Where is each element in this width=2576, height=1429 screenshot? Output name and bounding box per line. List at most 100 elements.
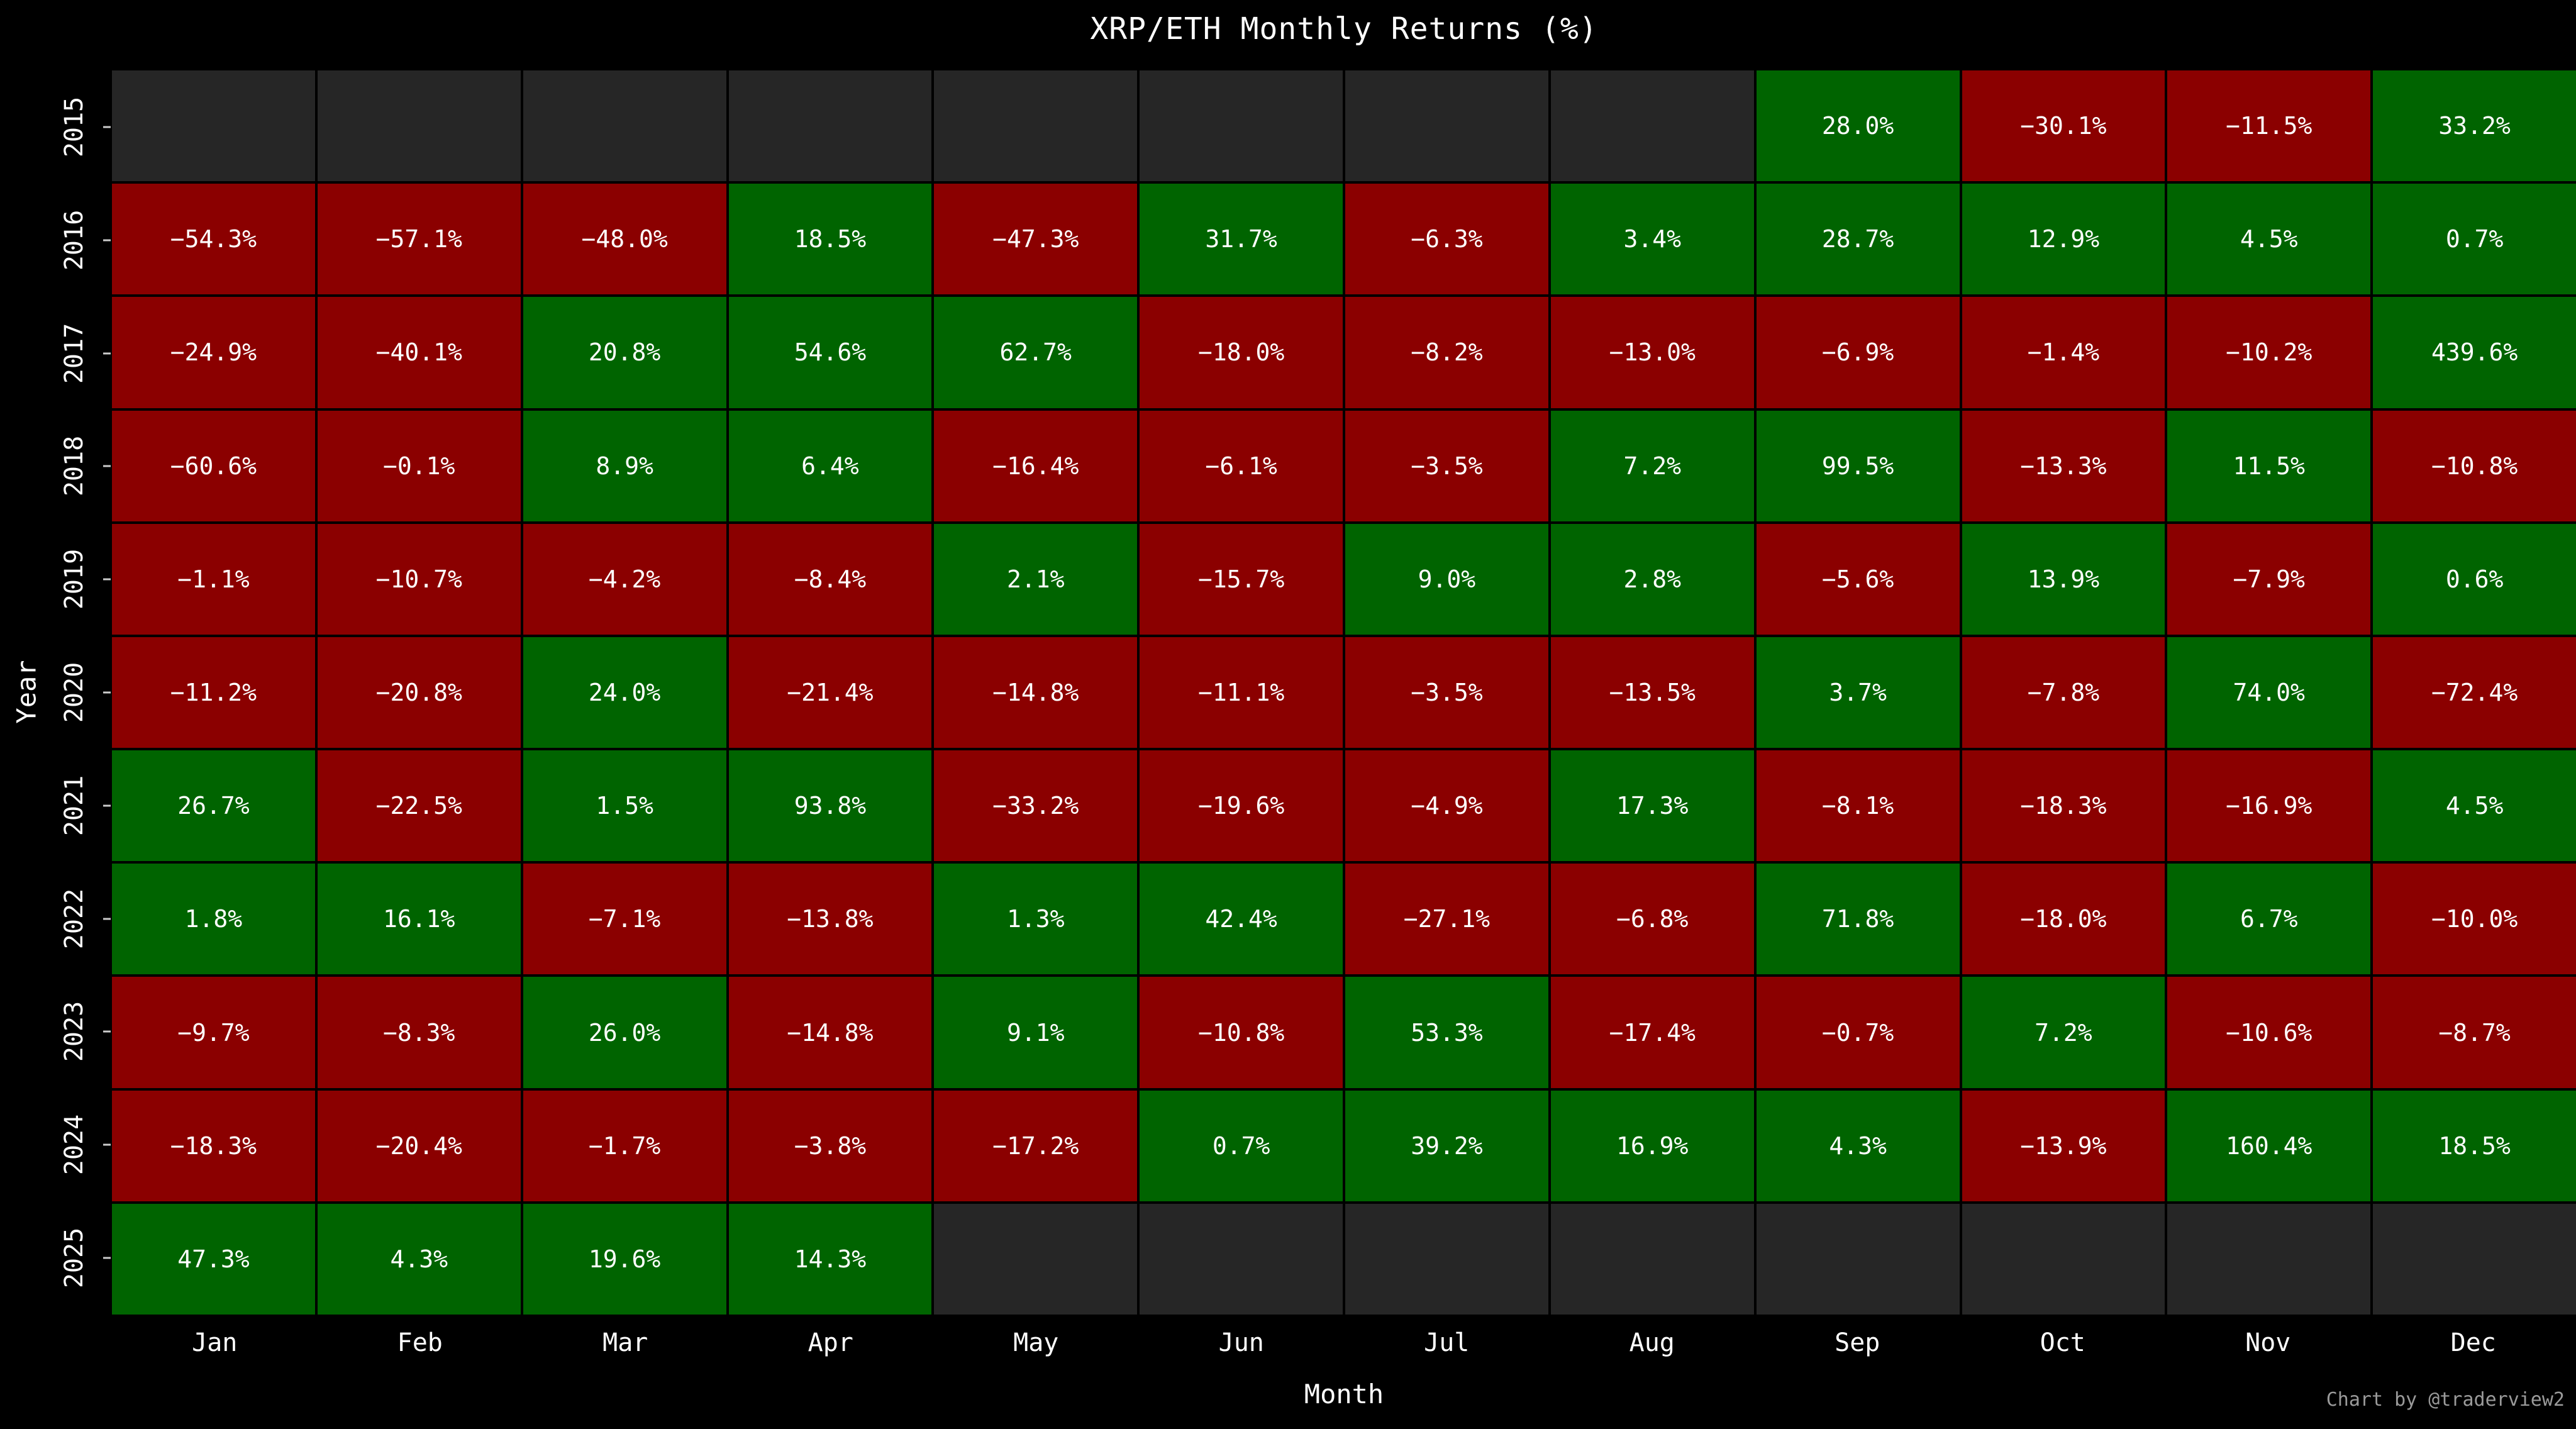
x-tick-label: Sep (1835, 1328, 1880, 1357)
heatmap-cell: −60.6% (112, 410, 315, 521)
heatmap-cell (1140, 70, 1343, 182)
x-tick-label: Jul (1424, 1328, 1470, 1357)
heatmap-cell: −21.4% (728, 637, 932, 748)
heatmap-cell: 17.3% (1550, 750, 1754, 862)
heatmap-cell: −18.0% (1962, 864, 2165, 975)
heatmap-cell: 19.6% (523, 1203, 726, 1315)
heatmap-cell: 160.4% (2167, 1090, 2371, 1201)
heatmap-cell: 24.0% (523, 637, 726, 748)
heatmap-cell: 4.3% (1756, 1090, 1960, 1201)
heatmap-cell: −5.6% (1756, 523, 1960, 635)
heatmap-cell: 62.7% (934, 297, 1138, 408)
heatmap-cell: −18.0% (1140, 297, 1343, 408)
y-tick-label: 2025 (60, 1227, 89, 1289)
heatmap-cell: −24.9% (112, 297, 315, 408)
heatmap-cell: −3.5% (1345, 637, 1548, 748)
heatmap-cell (112, 70, 315, 182)
heatmap-cell: 0.6% (2373, 523, 2576, 635)
heatmap-cell: 0.7% (2373, 184, 2576, 295)
chart-title: XRP/ETH Monthly Returns (%) (1090, 11, 1598, 47)
x-tick-label: Jan (192, 1328, 238, 1357)
y-tick-label: 2020 (60, 662, 89, 723)
heatmap-cell: −0.1% (317, 410, 521, 521)
heatmap-cell: −7.8% (1962, 637, 2165, 748)
heatmap-cell (1345, 1203, 1548, 1315)
heatmap-cell: −10.2% (2167, 297, 2371, 408)
heatmap-cell (1140, 1203, 1343, 1315)
y-tick-mark (103, 126, 111, 128)
y-tick-mark (103, 1257, 111, 1259)
heatmap-cell: 20.8% (523, 297, 726, 408)
heatmap-cell: −10.8% (1140, 977, 1343, 1088)
heatmap-cell: −0.7% (1756, 977, 1960, 1088)
heatmap-cell: −3.8% (728, 1090, 932, 1201)
heatmap-cell: −1.1% (112, 523, 315, 635)
x-tick-label: Jun (1218, 1328, 1264, 1357)
heatmap-cell (728, 70, 932, 182)
y-tick-mark (103, 465, 111, 467)
heatmap-cell: 18.5% (728, 184, 932, 295)
heatmap-cell: 3.4% (1550, 184, 1754, 295)
heatmap-cell (2373, 1203, 2576, 1315)
x-tick-label: Feb (397, 1328, 443, 1357)
heatmap-cell: −4.9% (1345, 750, 1548, 862)
heatmap-cell: −11.5% (2167, 70, 2371, 182)
heatmap-cell: 6.4% (728, 410, 932, 521)
heatmap-cell: 1.5% (523, 750, 726, 862)
heatmap-cell: −13.9% (1962, 1090, 2165, 1201)
heatmap-cell (317, 70, 521, 182)
heatmap-cell: −10.8% (2373, 410, 2576, 521)
heatmap-cell: 16.1% (317, 864, 521, 975)
heatmap-cell: 16.9% (1550, 1090, 1754, 1201)
heatmap-cell: −3.5% (1345, 410, 1548, 521)
heatmap-cell: −16.9% (2167, 750, 2371, 862)
heatmap-cell: 9.0% (1345, 523, 1548, 635)
heatmap-cell: 99.5% (1756, 410, 1960, 521)
heatmap-cell: −13.3% (1962, 410, 2165, 521)
heatmap-cell (2167, 1203, 2371, 1315)
heatmap-cell: −1.4% (1962, 297, 2165, 408)
y-tick-mark (103, 1030, 111, 1033)
heatmap-cell: 1.8% (112, 864, 315, 975)
heatmap-cell: −9.7% (112, 977, 315, 1088)
heatmap-cell: 14.3% (728, 1203, 932, 1315)
heatmap-cell: −1.7% (523, 1090, 726, 1201)
heatmap-cell: 7.2% (1962, 977, 2165, 1088)
y-axis: 2015 2016 2017 2018 2019 2020 2021 2022 2023 2024… (0, 70, 112, 1315)
heatmap-cell: −16.4% (934, 410, 1138, 521)
heatmap-cell: −11.1% (1140, 637, 1343, 748)
heatmap-cell: 42.4% (1140, 864, 1343, 975)
heatmap-cell: 13.9% (1962, 523, 2165, 635)
heatmap-cell: −15.7% (1140, 523, 1343, 635)
heatmap-cell (1550, 1203, 1754, 1315)
y-tick-label: 2023 (60, 1001, 89, 1062)
x-axis-label: Month (1304, 1379, 1384, 1410)
heatmap-cell: −10.0% (2373, 864, 2576, 975)
y-tick-label: 2024 (60, 1115, 89, 1176)
y-tick-label: 2015 (60, 96, 89, 158)
heatmap-cell (523, 70, 726, 182)
y-tick-label: 2017 (60, 323, 89, 384)
y-tick-label: 2019 (60, 549, 89, 610)
heatmap-cell: 4.5% (2373, 750, 2576, 862)
heatmap-cell: −30.1% (1962, 70, 2165, 182)
heatmap-cell (934, 70, 1138, 182)
heatmap-cell: −57.1% (317, 184, 521, 295)
heatmap-cell: −7.9% (2167, 523, 2371, 635)
heatmap-cell: −48.0% (523, 184, 726, 295)
heatmap-cell: −10.7% (317, 523, 521, 635)
heatmap-cell: −6.1% (1140, 410, 1343, 521)
x-tick-label: Nov (2245, 1328, 2291, 1357)
heatmap-cell: −54.3% (112, 184, 315, 295)
heatmap-cell: −13.8% (728, 864, 932, 975)
heatmap-cell: −10.6% (2167, 977, 2371, 1088)
y-tick-label: 2021 (60, 775, 89, 836)
y-tick-mark (103, 804, 111, 807)
heatmap-cell: −8.4% (728, 523, 932, 635)
heatmap-cell: −8.2% (1345, 297, 1548, 408)
heatmap-grid: 28.0% −30.1% −11.5% 33.2% −54.3% −57.1% −48.0%… (112, 70, 2576, 1315)
y-tick-label: 2016 (60, 209, 89, 270)
y-tick-label: 2018 (60, 436, 89, 497)
x-axis: Jan Feb Mar Apr May Jun Jul Aug Sep Oct Nov Dec (112, 1320, 2576, 1365)
heatmap-cell: 1.3% (934, 864, 1138, 975)
